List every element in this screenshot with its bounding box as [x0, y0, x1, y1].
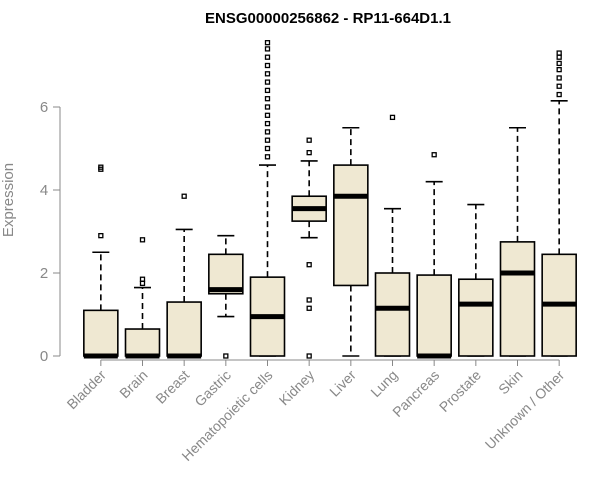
y-tick-label: 2	[40, 265, 48, 282]
outlier-point	[98, 232, 104, 239]
x-category-label: Lung	[367, 367, 400, 400]
x-category-label: Unknown / Other	[482, 367, 568, 453]
outlier-point	[264, 87, 271, 94]
outlier-point	[223, 353, 229, 359]
outlier-point	[306, 137, 312, 143]
y-tick-label: 4	[40, 182, 48, 199]
box-unknown-other	[541, 50, 577, 357]
box-iqr	[333, 164, 369, 287]
outlier-point	[264, 129, 271, 135]
box-iqr	[166, 301, 202, 357]
box-pancreas	[416, 152, 452, 359]
outlier-point	[264, 154, 271, 160]
outlier-point	[139, 237, 146, 243]
box-prostate	[458, 203, 494, 357]
x-category-label: Breast	[152, 367, 192, 407]
x-category-label: Prostate	[436, 367, 484, 415]
outlier-point	[264, 137, 271, 143]
x-category-label: Skin	[495, 367, 526, 398]
outlier-point	[139, 280, 146, 287]
box-iqr	[124, 328, 161, 357]
y-tick-label: 0	[40, 348, 48, 365]
outlier-point	[306, 305, 312, 311]
outlier-point	[556, 91, 562, 98]
box-gastric	[208, 234, 244, 359]
outlier-point	[264, 79, 271, 85]
outlier-point	[306, 149, 312, 156]
box-hematopoietic-cells	[249, 40, 286, 357]
outlier-point	[431, 152, 437, 158]
outlier-point	[181, 193, 187, 199]
box-brain	[124, 237, 161, 359]
box-series	[83, 40, 577, 359]
outlier-point	[264, 62, 271, 69]
outlier-point	[264, 96, 271, 102]
outlier-point	[264, 71, 271, 77]
outlier-point	[556, 83, 562, 89]
outlier-point	[306, 262, 312, 268]
outlier-point	[556, 54, 562, 60]
outlier-point	[306, 353, 312, 359]
box-bladder	[83, 164, 119, 359]
outlier-point	[139, 276, 146, 282]
chart-title: ENSG00000256862 - RP11-664D1.1	[205, 10, 451, 27]
outlier-point	[389, 114, 396, 121]
outlier-point	[556, 67, 562, 73]
outlier-point	[264, 120, 271, 127]
outlier-point	[264, 104, 271, 110]
box-iqr	[416, 274, 452, 357]
box-iqr	[458, 278, 494, 357]
outlier-point	[264, 145, 271, 152]
x-category-label: Liver	[326, 367, 359, 400]
box-iqr	[83, 309, 119, 357]
box-iqr	[374, 272, 411, 357]
outlier-point	[556, 50, 562, 56]
outlier-point	[556, 75, 562, 81]
outlier-point	[264, 54, 271, 60]
box-lung	[374, 114, 411, 357]
outlier-point	[98, 164, 104, 170]
outlier-point	[556, 60, 562, 67]
box-liver	[333, 126, 369, 357]
y-axis-label: Expression	[0, 163, 17, 237]
box-kidney	[291, 137, 327, 359]
y-tick-label: 6	[40, 99, 48, 116]
outlier-point	[264, 112, 271, 118]
y-axis: 0 2 4 6	[40, 99, 61, 365]
box-skin	[499, 126, 536, 357]
box-iqr	[499, 241, 536, 357]
x-category-label: Brain	[116, 367, 150, 401]
outlier-point	[264, 40, 271, 46]
outlier-point	[306, 297, 312, 303]
box-breast	[166, 193, 202, 359]
x-category-label: Bladder	[64, 367, 110, 413]
outlier-point	[264, 46, 271, 52]
x-category-label: Kidney	[276, 367, 318, 409]
